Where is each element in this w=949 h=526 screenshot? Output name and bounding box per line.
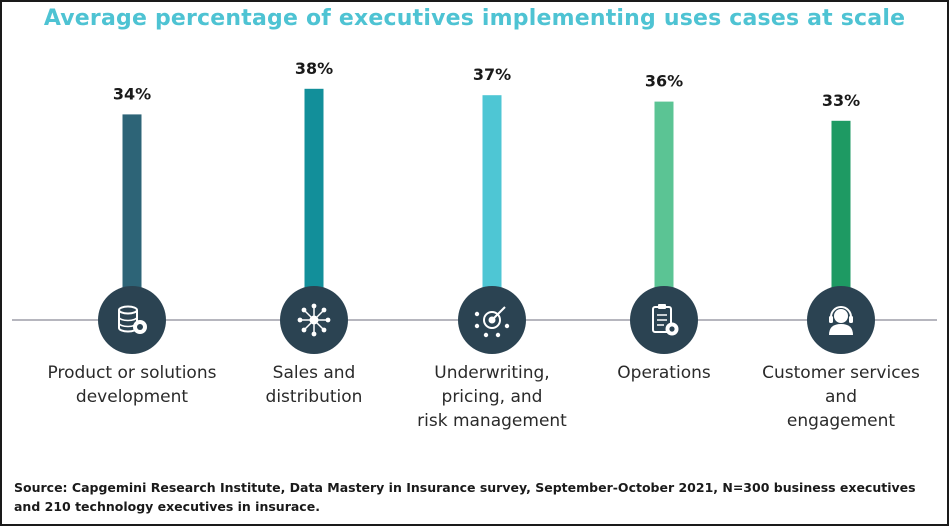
headset-agent-icon: [829, 306, 853, 335]
value-label-3: 36%: [645, 72, 683, 91]
value-label-1: 38%: [295, 59, 333, 78]
category-label-0-1: development: [76, 387, 188, 407]
category-label-2-1: pricing, and: [442, 387, 543, 407]
category-label-4-1: and: [825, 387, 857, 407]
network-hub-icon: [297, 303, 331, 337]
category-label-1-1: distribution: [266, 387, 363, 407]
target-network-icon: [474, 306, 510, 338]
category-label-2-2: risk management: [417, 411, 567, 431]
chart-title: Average percentage of executives impleme…: [43, 6, 906, 31]
category-label-0-0: Product or solutions: [48, 363, 217, 383]
category-label-3-0: Operations: [617, 363, 711, 383]
value-label-0: 34%: [113, 84, 151, 103]
source-note: Source: Capgemini Research Institute, Da…: [14, 480, 916, 514]
value-label-4: 33%: [822, 91, 860, 110]
bar-0: [122, 114, 142, 321]
bar-3: [654, 101, 674, 320]
bar-1: [304, 88, 324, 320]
bar-2: [482, 95, 502, 320]
bar-chart: 34% Product or solutions development 38% Sal…: [12, 59, 937, 431]
category-label-1-0: Sales and: [273, 363, 356, 383]
category-label-2-0: Underwriting,: [434, 363, 549, 383]
category-label-4-0: Customer services: [762, 363, 920, 383]
category-label-4-2: engagement: [787, 411, 895, 431]
value-label-2: 37%: [473, 65, 511, 84]
bar-4: [831, 120, 851, 320]
database-gear-icon: [118, 305, 147, 334]
clipboard-gear-icon: [652, 304, 679, 336]
